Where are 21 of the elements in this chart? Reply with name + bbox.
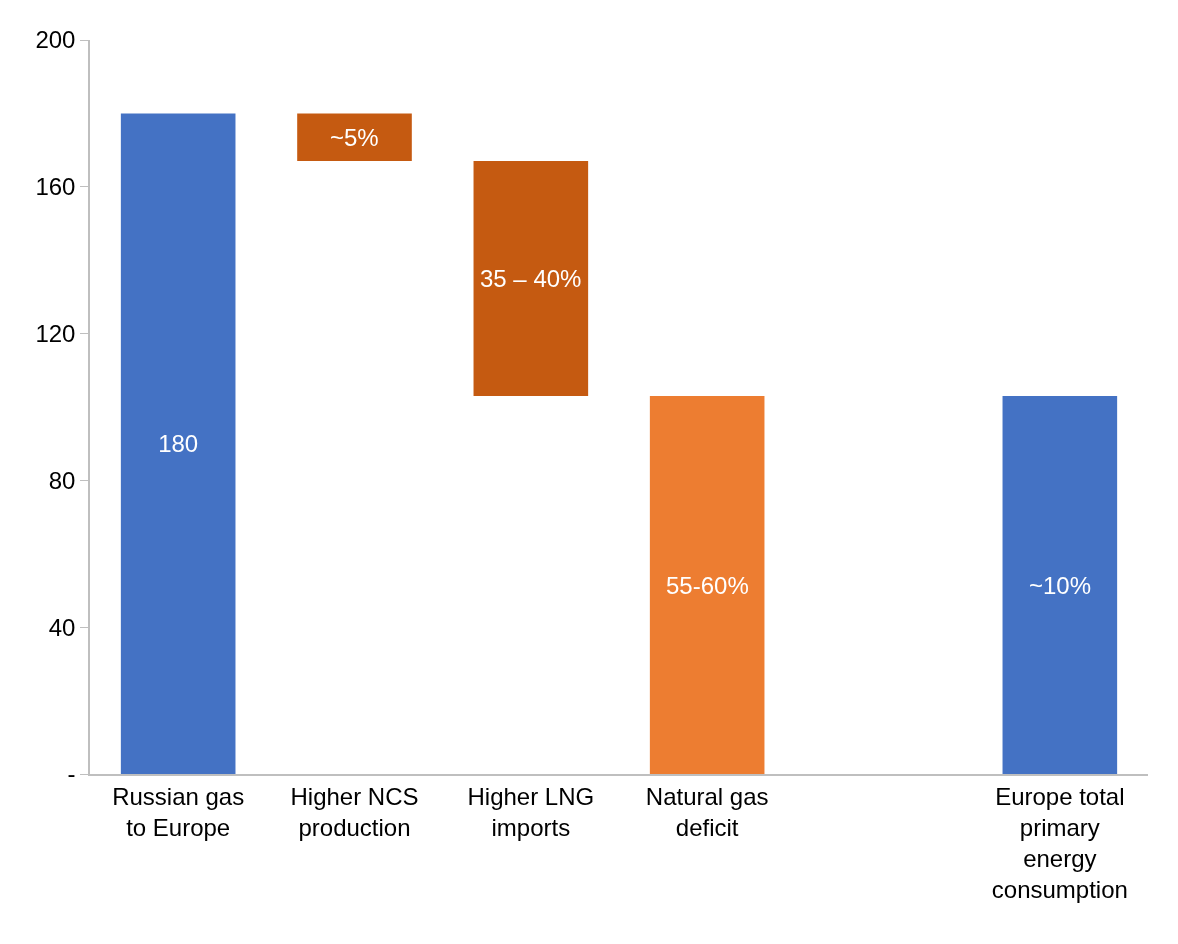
annotation: 35 – 40% — [480, 265, 582, 292]
annotation: 55-60% — [666, 572, 749, 599]
y-tick-label: 160 — [35, 173, 76, 201]
bar — [473, 161, 589, 396]
bar — [297, 113, 412, 162]
bar — [120, 113, 236, 774]
annotation: ~10% — [1029, 572, 1092, 599]
y-tick-label: 200 — [35, 26, 76, 54]
data-label: 180 — [158, 430, 199, 458]
x-tick-label: Higher NCS production — [290, 782, 419, 841]
x-tick-label: Natural gas deficit — [645, 782, 769, 841]
x-tick-label: Russian gas to Europe — [112, 782, 245, 841]
x-tick-label: Higher LNG imports — [467, 782, 595, 841]
y-tick-label: 40 — [48, 613, 76, 641]
annotation: ~5% — [330, 124, 379, 151]
bar — [1002, 395, 1118, 774]
bar — [649, 395, 765, 774]
y-tick-label: 120 — [35, 320, 76, 347]
x-tick-label: Europe total primary energy consumption — [991, 782, 1128, 904]
y-tick-label: - — [67, 760, 76, 788]
y-tick-label: 80 — [48, 466, 76, 494]
